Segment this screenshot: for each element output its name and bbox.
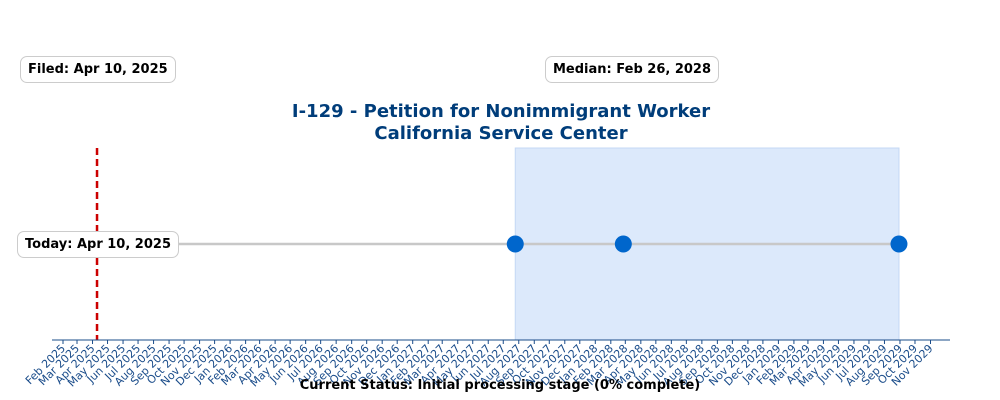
timeline-point [506, 235, 524, 253]
median-date-badge: Median: Feb 26, 2028 [545, 56, 720, 83]
chart-title: I-129 - Petition for Nonimmigrant Worker [291, 101, 711, 122]
timeline-point [614, 235, 632, 253]
filed-date-badge: Filed: Apr 10, 2025 [20, 56, 176, 83]
today-date-badge: Today: Apr 10, 2025 [17, 231, 179, 258]
chart-subtitle: California Service Center [374, 123, 628, 144]
timeline-point [890, 235, 908, 253]
current-status-text: Current Status: Initial processing stage… [299, 378, 701, 393]
